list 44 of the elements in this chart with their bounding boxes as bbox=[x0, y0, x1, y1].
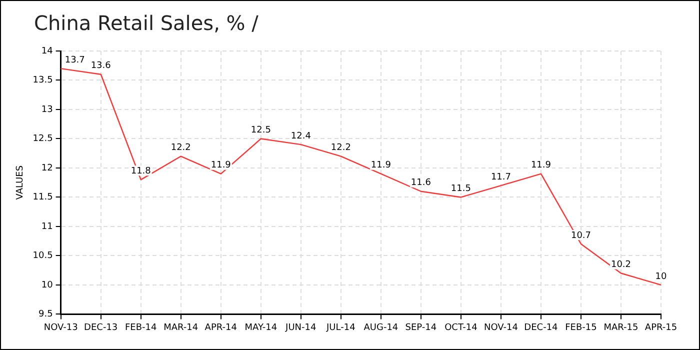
data-label: 11.6 bbox=[410, 178, 432, 188]
data-label: 12.4 bbox=[290, 131, 312, 142]
x-tick-label: JUN-14 bbox=[284, 322, 317, 333]
data-label: 11.7 bbox=[490, 172, 511, 182]
y-tick-label: 11.5 bbox=[32, 192, 53, 203]
x-tick-label: FEB-14 bbox=[124, 322, 157, 333]
data-label: 10.7 bbox=[570, 230, 591, 241]
x-tick-label: NOV-13 bbox=[44, 322, 78, 333]
data-label: 11.5 bbox=[450, 184, 471, 194]
chart-title: China Retail Sales, % / bbox=[34, 11, 258, 35]
data-label: 13.6 bbox=[90, 61, 112, 72]
y-tick-label: 9.5 bbox=[38, 310, 53, 320]
data-label: 13.7 bbox=[64, 55, 85, 66]
y-tick-label: 10.5 bbox=[32, 251, 53, 262]
x-tick-label: DEC-14 bbox=[524, 322, 558, 333]
x-tick-label: MAR-15 bbox=[604, 322, 638, 333]
y-axis-title: VALUES bbox=[16, 165, 26, 200]
x-tick-label: FEB-15 bbox=[565, 322, 597, 333]
x-tick-label: AUG-14 bbox=[364, 322, 398, 333]
x-tick-label: APR-15 bbox=[644, 322, 678, 333]
data-label: 12.5 bbox=[250, 126, 271, 136]
x-tick-label: MAY-14 bbox=[244, 322, 278, 333]
data-label: 11.9 bbox=[530, 160, 552, 171]
x-tick-label: NOV-14 bbox=[484, 322, 518, 333]
data-label: 11.9 bbox=[370, 160, 392, 171]
x-tick-label: MAR-14 bbox=[164, 322, 198, 333]
x-tick-label: SEP-14 bbox=[405, 322, 437, 333]
x-tick-label: APR-14 bbox=[204, 322, 238, 333]
y-tick-label: 13.5 bbox=[32, 76, 53, 86]
data-label: 11.9 bbox=[210, 160, 232, 171]
y-tick-label: 12 bbox=[41, 163, 53, 174]
x-tick-label: DEC-13 bbox=[84, 322, 118, 333]
data-label: 10.2 bbox=[610, 260, 632, 270]
data-label: 10 bbox=[655, 272, 667, 282]
data-label: 12.2 bbox=[330, 143, 351, 154]
y-tick-label: 11 bbox=[41, 222, 53, 232]
y-tick-label: 10 bbox=[41, 280, 54, 290]
y-tick-label: 13 bbox=[41, 104, 53, 115]
data-label: 11.8 bbox=[130, 166, 152, 177]
y-tick-label: 12.5 bbox=[32, 134, 53, 144]
y-tick-label: 14 bbox=[41, 46, 54, 56]
x-tick-label: OCT-14 bbox=[444, 322, 478, 333]
x-tick-label: JUL-14 bbox=[326, 322, 356, 333]
data-label: 12.2 bbox=[170, 143, 191, 154]
